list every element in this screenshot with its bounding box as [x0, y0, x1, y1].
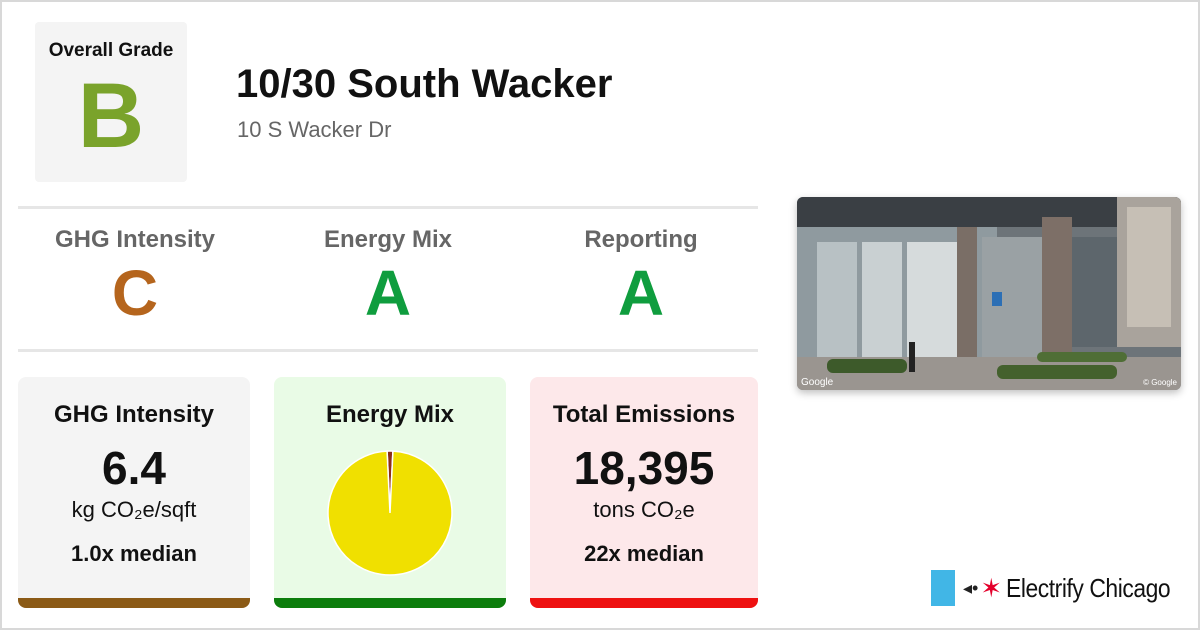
sub-grade-reporting: Reporting A	[521, 226, 761, 328]
logo-text: Electrify Chicago	[1006, 572, 1171, 603]
sub-grade-energy-mix: Energy Mix A	[268, 226, 508, 328]
total-emissions-card: Total Emissions 18,395 tons CO₂e 22x med…	[530, 377, 758, 608]
divider-bottom	[18, 349, 758, 352]
energy-mix-card: Energy Mix	[274, 377, 506, 608]
star-icon: ✶	[980, 573, 1003, 603]
card-value: 18,395	[573, 442, 715, 494]
sub-grade-letter: A	[364, 257, 412, 329]
photo-attribution-left: Google	[801, 377, 834, 388]
overall-grade-letter: B	[77, 65, 145, 167]
sub-grade-letter: A	[617, 257, 665, 329]
sub-grade-label: Reporting	[584, 226, 698, 253]
plug-icon: ◂•	[963, 577, 979, 598]
building-photo-illustration	[797, 197, 1181, 390]
sub-grade-letter: C	[111, 257, 159, 329]
card-median: 1.0x median	[71, 541, 197, 566]
building-photo: Google © Google	[797, 197, 1181, 390]
chicago-flag-icon	[931, 570, 955, 606]
divider-top	[18, 206, 758, 209]
card-accent-bar	[18, 598, 250, 608]
building-address: 10 S Wacker Dr	[237, 117, 392, 142]
card-median: 22x median	[584, 541, 704, 566]
photo-attribution-right: © Google	[1143, 378, 1177, 387]
card-title: GHG Intensity	[53, 401, 215, 428]
card-unit: tons CO₂e	[593, 497, 695, 522]
card-accent-bar	[274, 598, 506, 608]
pie-slice	[327, 450, 453, 576]
sub-grade-ghg: GHG Intensity C	[15, 226, 255, 328]
card-accent-bar	[530, 598, 758, 608]
building-name: 10/30 South Wacker	[236, 62, 613, 106]
ghg-intensity-card: GHG Intensity 6.4 kg CO₂e/sqft 1.0x medi…	[18, 377, 250, 608]
card-unit: kg CO₂e/sqft	[71, 497, 197, 522]
card-value: 6.4	[102, 442, 166, 494]
overall-grade-label: Overall Grade	[48, 40, 174, 61]
overall-grade-box: Overall Grade B	[35, 22, 187, 182]
sub-grade-label: Energy Mix	[323, 226, 453, 253]
energy-mix-pie-chart	[327, 450, 453, 576]
card-title: Total Emissions	[552, 401, 736, 428]
sub-grade-label: GHG Intensity	[54, 226, 216, 253]
card-title: Energy Mix	[325, 401, 455, 428]
electrify-chicago-logo[interactable]: ◂• ✶ Electrify Chicago	[931, 569, 1193, 607]
